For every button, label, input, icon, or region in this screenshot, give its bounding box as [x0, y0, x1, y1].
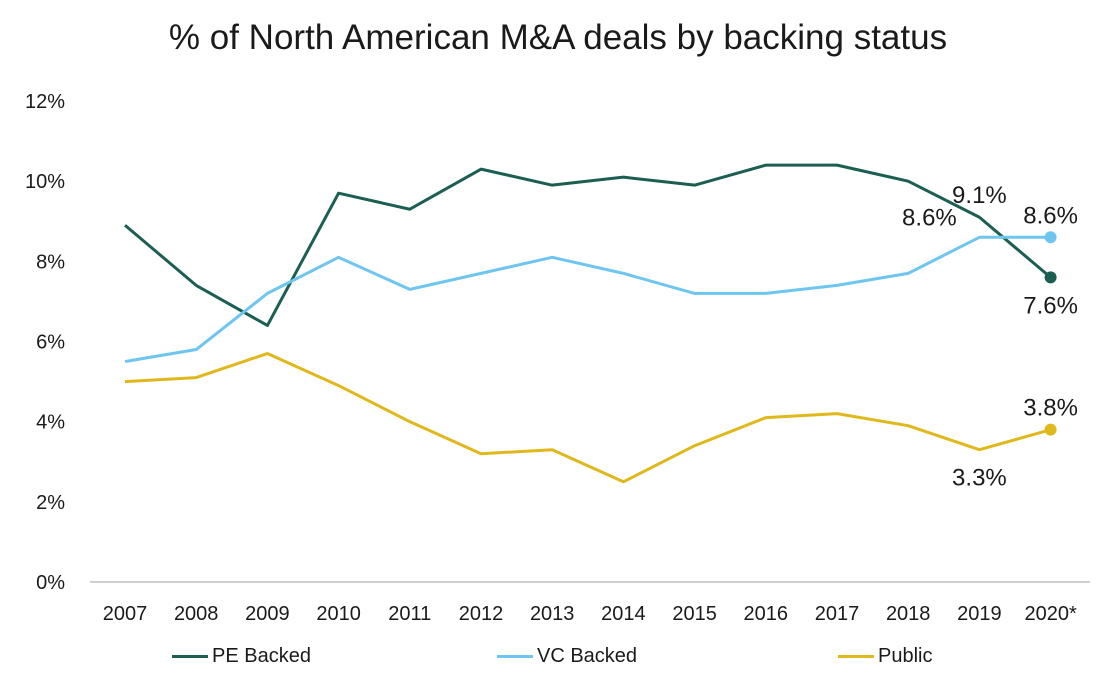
y-tick-label: 2%	[36, 492, 65, 514]
y-tick-label: 6%	[36, 332, 65, 354]
x-tick-label: 2014	[601, 603, 646, 625]
data-label: 3.8%	[1023, 395, 1078, 422]
x-tick-label: 2010	[316, 603, 361, 625]
data-label: 8.6%	[1023, 202, 1078, 229]
x-tick-label: 2007	[103, 603, 148, 625]
legend-label: VC Backed	[537, 645, 638, 667]
x-tick-label: 2012	[459, 603, 504, 625]
x-tick-label: 2009	[245, 603, 290, 625]
y-tick-label: 12%	[25, 91, 65, 113]
chart-title: % of North American M&A deals by backing…	[168, 18, 948, 57]
legend-item: PE Backed	[172, 645, 311, 668]
series-line-pe-backed	[124, 163, 1052, 327]
x-tick-label: 2018	[886, 603, 931, 625]
series-line-vc-backed	[124, 235, 1051, 364]
series-end-marker	[1044, 423, 1057, 436]
data-label: 8.6%	[902, 204, 957, 231]
x-tick-label: 2008	[174, 603, 219, 625]
data-labels: 9.1% 7.6% 8.6% 8.6% 3.3% 3.8%	[902, 182, 1078, 491]
legend-item: Public	[838, 645, 932, 668]
x-tick-label: 2015	[672, 603, 717, 625]
legend-label: Public	[878, 645, 933, 667]
legend-label: PE Backed	[212, 645, 311, 667]
x-tick-label: 2017	[815, 603, 860, 625]
legend-swatch	[838, 655, 874, 658]
y-axis: 0% 2% 4% 6% 8% 10% 12%	[25, 91, 65, 594]
legend-swatch	[497, 655, 533, 658]
legend: PE Backed VC Backed Public	[0, 645, 1116, 675]
series-end-marker	[1044, 271, 1057, 284]
x-axis: 2007 2008 2009 2010 2011 2012 2013 2014 2015 2016…	[90, 581, 1090, 625]
series-group	[124, 163, 1057, 484]
legend-swatch	[172, 655, 208, 658]
series-line-public	[124, 352, 1052, 484]
legend-item: VC Backed	[497, 645, 637, 668]
data-label: 3.3%	[952, 465, 1007, 492]
x-tick-label: 2019	[957, 603, 1002, 625]
x-tick-label: 2011	[388, 603, 431, 625]
x-tick-label: 2013	[530, 603, 575, 625]
y-tick-label: 0%	[36, 572, 65, 594]
y-tick-label: 10%	[25, 171, 65, 193]
y-tick-label: 8%	[36, 251, 65, 273]
y-tick-label: 4%	[36, 412, 65, 434]
x-tick-label: 2020*	[1024, 603, 1076, 625]
data-label: 9.1%	[952, 182, 1007, 209]
data-label: 7.6%	[1023, 292, 1078, 319]
series-end-marker	[1044, 231, 1057, 244]
x-tick-label: 2016	[744, 603, 789, 625]
